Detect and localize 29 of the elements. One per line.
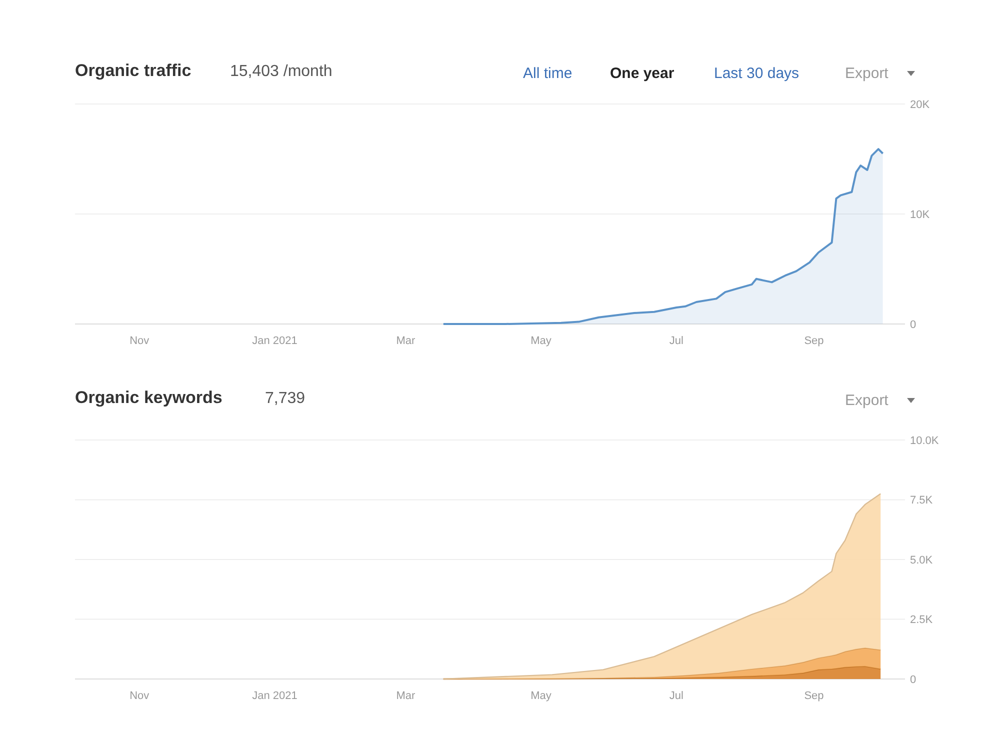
x-tick-label: Mar [396, 335, 416, 347]
y-tick-label: 7.5K [910, 494, 934, 507]
y-tick-label: 0 [910, 318, 916, 331]
x-tick-label: Jan 2021 [252, 335, 298, 347]
x-tick-label: Jul [669, 335, 684, 347]
x-tick-label: Jul [669, 690, 684, 702]
text: Export [845, 65, 890, 82]
chart-subtitle: 15,403 /month [230, 63, 332, 80]
y-tick-label: 5.0K [910, 554, 934, 566]
x-tick-label: Sep [804, 335, 824, 347]
x-tick-label: Jan 2021 [252, 690, 298, 702]
x-tick-label: Sep [804, 690, 824, 702]
text: All time [523, 65, 572, 82]
text: One year [610, 65, 674, 82]
chart-title: Organic keywords [75, 388, 222, 407]
y-tick-label: 2.5K [910, 614, 934, 626]
y-tick-label: 0 [910, 674, 916, 686]
y-tick-label: 10.0K [910, 434, 940, 447]
x-tick-label: Nov [130, 690, 150, 702]
x-tick-label: May [530, 335, 552, 347]
y-tick-label: 20K [910, 98, 930, 111]
x-tick-label: May [530, 690, 552, 702]
text: Last 30 days [714, 65, 800, 82]
chart-title: Organic traffic [75, 61, 192, 80]
chart-subtitle: 7,739 [265, 390, 306, 407]
y-tick-label: 10K [910, 208, 930, 221]
text: Export [845, 392, 890, 409]
x-tick-label: Mar [396, 690, 416, 702]
x-tick-label: Nov [130, 335, 150, 347]
